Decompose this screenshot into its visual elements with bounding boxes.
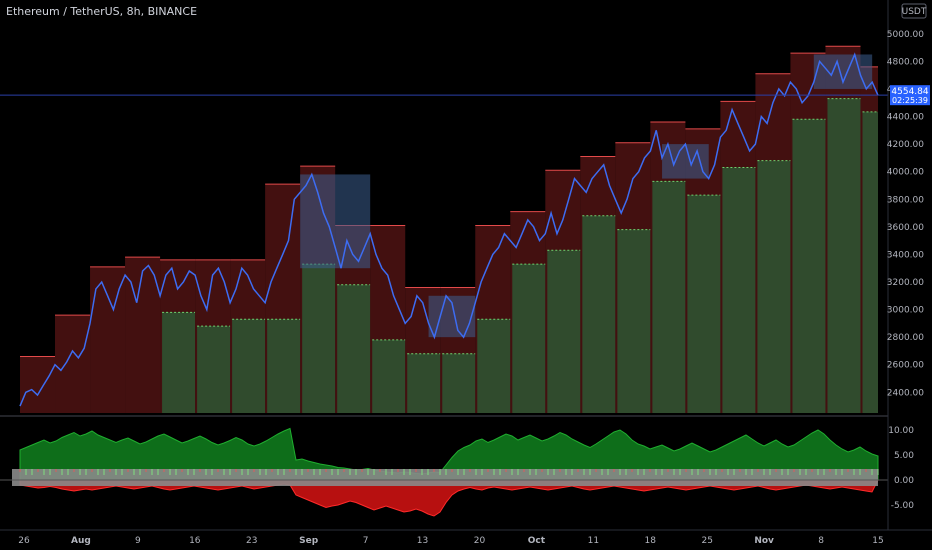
price-line	[19, 52, 879, 407]
time-tick-label: Aug	[71, 536, 91, 546]
time-tick-label: 25	[701, 536, 712, 546]
support-box	[267, 319, 301, 413]
support-box	[722, 167, 756, 413]
time-tick-label: 26	[18, 536, 30, 546]
price-tick-label: 3000.00	[887, 306, 924, 316]
neutral-band	[12, 469, 878, 486]
price-tick-label: 4800.00	[887, 57, 924, 67]
symbol-title: Ethereum / TetherUS, 8h, BINANCE	[6, 5, 198, 18]
time-tick-label: 13	[417, 536, 428, 546]
resistance-box	[55, 315, 91, 413]
price-tick-label: 4000.00	[887, 168, 924, 178]
support-box	[617, 229, 651, 413]
oscillator-tick-label: 5.00	[894, 451, 914, 461]
bar-countdown: 02:25:39	[892, 96, 928, 105]
range-box	[300, 174, 371, 269]
support-box	[687, 195, 721, 413]
support-box	[512, 264, 546, 413]
price-tick-label: 2600.00	[887, 361, 924, 371]
price-tick-label: 5000.00	[887, 30, 924, 40]
price-tick-label: 3400.00	[887, 250, 924, 260]
price-tick-label: 2400.00	[887, 388, 924, 398]
time-tick-label: 23	[246, 536, 257, 546]
current-price-value: 4554.84	[891, 87, 928, 97]
support-box	[477, 319, 511, 413]
support-box	[337, 284, 371, 413]
time-tick-label: 16	[189, 536, 201, 546]
support-box	[652, 181, 686, 413]
support-box	[757, 160, 791, 413]
support-box	[827, 98, 861, 413]
price-label-box	[890, 85, 930, 106]
support-box	[792, 119, 826, 413]
time-tick-label: 20	[474, 536, 486, 546]
resistance-box	[20, 356, 56, 413]
oscillator-negative-area	[19, 479, 879, 517]
price-tick-label: 2800.00	[887, 333, 924, 343]
oscillator-layer	[0, 427, 888, 517]
support-box	[302, 264, 336, 413]
price-tick-label: 3200.00	[887, 278, 924, 288]
time-tick-label: Oct	[528, 536, 546, 546]
price-tick-label: 4200.00	[887, 140, 924, 150]
time-tick-label: Nov	[754, 536, 774, 546]
time-tick-label: Sep	[299, 536, 319, 546]
support-box	[197, 326, 231, 413]
oscillator-tick-label: 0.00	[894, 476, 914, 486]
time-tick-label: 8	[818, 536, 824, 546]
support-box	[232, 319, 266, 413]
support-box	[582, 215, 616, 413]
support-box	[442, 353, 476, 413]
support-box	[407, 353, 441, 413]
currency-badge-border	[901, 3, 927, 19]
currency-badge: USDT	[902, 7, 927, 17]
time-tick-label: 7	[363, 536, 369, 546]
time-tick-label: 9	[135, 536, 141, 546]
support-box	[162, 312, 196, 413]
zone-boxes	[20, 45, 878, 414]
oscillator-tick-label: -5.00	[891, 501, 915, 511]
price-tick-label: 3800.00	[887, 195, 924, 205]
support-box	[372, 339, 406, 413]
time-tick-label: 18	[645, 536, 657, 546]
price-layer	[0, 52, 888, 417]
price-tick-label: 4400.00	[887, 113, 924, 123]
oscillator-positive-area	[19, 427, 879, 481]
support-box	[862, 111, 878, 414]
oscillator-tick-label: 10.00	[888, 426, 914, 436]
price-tick-label: 3600.00	[887, 223, 924, 233]
time-tick-label: 15	[872, 536, 883, 546]
time-tick-label: 11	[588, 536, 599, 546]
support-box	[547, 250, 581, 413]
